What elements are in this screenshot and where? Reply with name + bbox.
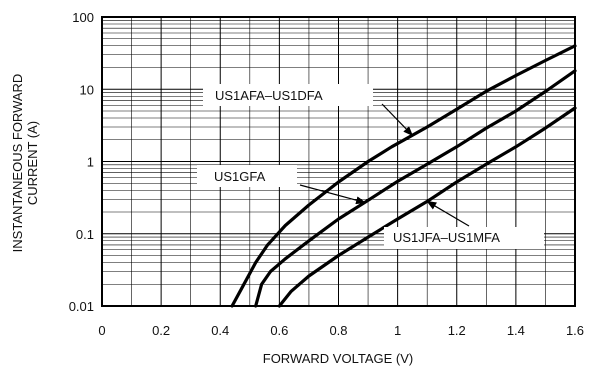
x-tick-label: 0.8	[329, 323, 347, 338]
x-axis-title: FORWARD VOLTAGE (V)	[263, 351, 413, 366]
x-tick-label: 1.2	[448, 323, 466, 338]
series-annotation-label: US1JFA–US1MFA	[393, 230, 500, 245]
y-tick-label: 1	[87, 155, 94, 170]
y-axis-title-line-2: CURRENT (A)	[25, 121, 40, 205]
x-tick-label: 0.6	[270, 323, 288, 338]
x-tick-labels: 0 0.2 0.4 0.6 0.8 1 1.2 1.4 1.6	[98, 323, 584, 338]
y-tick-label: 0.1	[76, 227, 94, 242]
x-tick-label: 0.4	[211, 323, 229, 338]
annotations: US1AFA–US1DFA US1GFA US1JFA–US1MFA	[197, 84, 544, 249]
annotation-arrow	[381, 103, 414, 137]
x-tick-label: 1.6	[566, 323, 584, 338]
series-line-2	[254, 69, 577, 308]
y-axis-title-line-1: INSTANTANEOUS FORWARD	[10, 74, 25, 253]
series-annotation-label: US1AFA–US1DFA	[215, 88, 323, 103]
x-tick-label: 1	[394, 323, 401, 338]
series-line-1	[230, 44, 577, 308]
annotation-box	[203, 84, 373, 106]
y-tick-label: 0.01	[69, 299, 94, 314]
y-axis-title: INSTANTANEOUS FORWARD CURRENT (A)	[10, 74, 40, 253]
x-tick-label: 0	[98, 323, 105, 338]
y-tick-label: 10	[80, 82, 94, 97]
x-tick-label: 0.2	[152, 323, 170, 338]
x-tick-label: 1.4	[507, 323, 525, 338]
plot-frame	[101, 16, 576, 307]
series-annotation-label: US1GFA	[214, 169, 266, 184]
annotation-arrow	[426, 200, 470, 227]
annotation-arrow	[299, 184, 367, 205]
annotation-box	[197, 165, 297, 187]
grid	[102, 17, 575, 306]
y-tick-labels: 0.01 0.1 1 10 100	[69, 10, 94, 314]
annotation-box	[384, 227, 544, 249]
curves	[230, 44, 577, 308]
y-tick-label: 100	[72, 10, 94, 25]
series-line-3	[277, 106, 577, 308]
